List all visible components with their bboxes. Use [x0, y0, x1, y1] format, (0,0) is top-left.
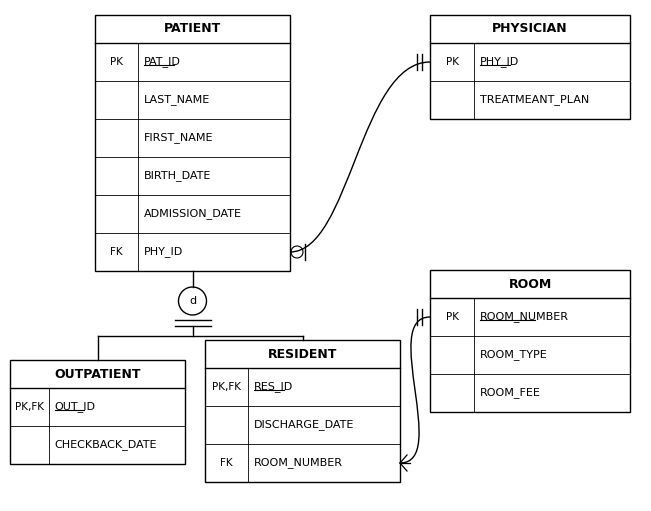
Text: ROOM_FEE: ROOM_FEE — [480, 387, 541, 399]
Bar — [10, 360, 185, 464]
Text: DISCHARGE_DATE: DISCHARGE_DATE — [254, 420, 354, 430]
Text: CHECKBACK_DATE: CHECKBACK_DATE — [55, 439, 157, 451]
Text: PK: PK — [445, 57, 458, 67]
Text: FIRST_NAME: FIRST_NAME — [144, 132, 214, 144]
Text: OUTPATIENT: OUTPATIENT — [54, 367, 141, 381]
Bar — [205, 340, 400, 482]
Text: TREATMEANT_PLAN: TREATMEANT_PLAN — [480, 95, 589, 105]
Bar — [95, 15, 290, 271]
Bar — [430, 15, 630, 119]
Text: PHY_ID: PHY_ID — [144, 246, 183, 258]
Bar — [430, 270, 630, 412]
Text: LAST_NAME: LAST_NAME — [144, 95, 210, 105]
Text: PHY_ID: PHY_ID — [480, 57, 519, 67]
Text: PK: PK — [110, 57, 123, 67]
Text: ROOM_NUMBER: ROOM_NUMBER — [254, 457, 343, 469]
Text: PK: PK — [445, 312, 458, 322]
Text: PAT_ID: PAT_ID — [144, 57, 181, 67]
Text: RES_ID: RES_ID — [254, 382, 293, 392]
Text: PHYSICIAN: PHYSICIAN — [492, 22, 568, 35]
Text: PK,FK: PK,FK — [212, 382, 241, 392]
Text: ROOM_TYPE: ROOM_TYPE — [480, 350, 547, 360]
Text: PATIENT: PATIENT — [164, 22, 221, 35]
Text: ROOM_NUMBER: ROOM_NUMBER — [480, 312, 569, 322]
Text: FK: FK — [110, 247, 123, 257]
Text: OUT_ID: OUT_ID — [55, 402, 96, 412]
Text: BIRTH_DATE: BIRTH_DATE — [144, 171, 212, 181]
Text: RESIDENT: RESIDENT — [268, 347, 337, 360]
Text: FK: FK — [220, 458, 233, 468]
Text: PK,FK: PK,FK — [15, 402, 44, 412]
Text: d: d — [189, 296, 196, 306]
Text: ROOM: ROOM — [508, 277, 551, 290]
Text: ADMISSION_DATE: ADMISSION_DATE — [144, 208, 242, 219]
